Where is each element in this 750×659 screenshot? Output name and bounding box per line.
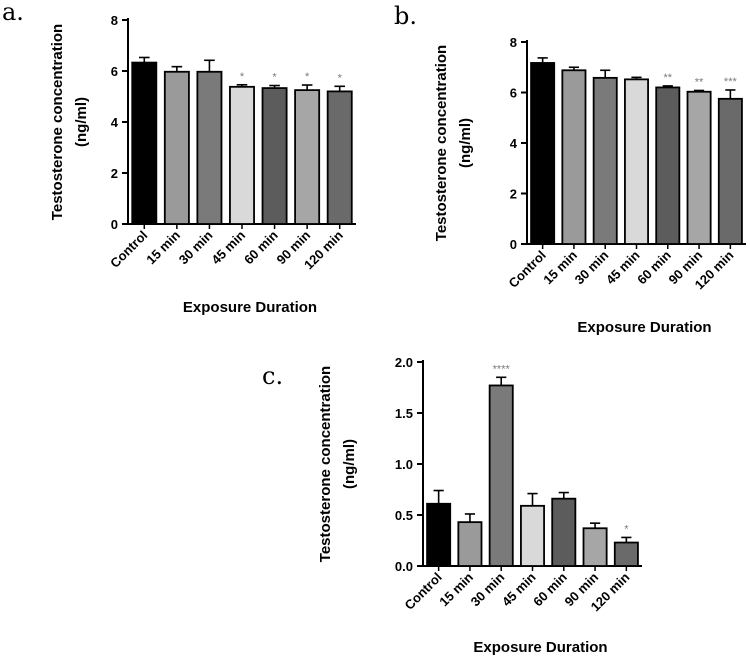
y-axis-label-units: (ng/ml)	[341, 439, 358, 489]
x-tick-label: 30 min	[572, 247, 612, 287]
bar	[530, 62, 556, 245]
bar	[624, 78, 649, 245]
chart-panel-b: b. Testosterone concentration (ng/ml) 0 2 4 6 8…	[394, 2, 746, 336]
bar	[326, 90, 353, 225]
bar	[488, 384, 514, 567]
x-axis-label: Exposure Duration	[577, 319, 711, 336]
bar	[196, 70, 223, 225]
significance-marker: ***	[724, 76, 738, 88]
x-tick-label: 30 min	[176, 227, 216, 267]
x-tick-label: Control	[401, 570, 444, 613]
bar	[520, 504, 545, 567]
significance-marker: **	[695, 76, 704, 88]
x-tick-label: 15 min	[436, 569, 476, 609]
y-axis-label: Testosterone concentration	[433, 45, 450, 241]
bar	[131, 61, 158, 225]
bar	[613, 541, 639, 567]
y-tick-label: 0.5	[395, 508, 413, 523]
y-tick-label: 1.5	[395, 406, 413, 421]
x-tick-label: 60 min	[530, 569, 570, 609]
x-tick-label: 15 min	[143, 227, 183, 267]
x-tick-label: 60 min	[634, 247, 674, 287]
bar	[582, 527, 608, 567]
panel-letter: c.	[262, 362, 283, 390]
bar	[592, 76, 618, 245]
y-tick-label: 8	[510, 35, 517, 50]
x-tick-label: 30 min	[468, 569, 508, 609]
bar	[229, 85, 255, 225]
bar	[163, 70, 190, 225]
bar	[294, 89, 321, 225]
significance-marker: *	[240, 71, 245, 83]
x-axis-label: Exposure Duration	[183, 299, 317, 316]
x-tick-label: Control	[505, 248, 548, 291]
significance-marker: **	[664, 72, 673, 84]
significance-marker: *	[272, 72, 277, 84]
y-tick-label: 2	[510, 187, 517, 202]
y-axis-label: Testosterone concentration	[317, 366, 334, 562]
y-tick-label: 4	[510, 136, 518, 151]
x-tick-label: 45 min	[499, 569, 539, 609]
y-axis-label-units: (ng/ml)	[457, 118, 474, 168]
x-tick-label: Control	[107, 228, 150, 271]
panel-letter: b.	[394, 2, 417, 30]
bar	[426, 502, 452, 567]
bar	[686, 90, 712, 245]
bar	[655, 86, 681, 245]
y-tick-label: 1.0	[395, 457, 413, 472]
x-tick-label: 45 min	[603, 247, 643, 287]
y-tick-label: 6	[111, 64, 118, 79]
y-tick-label: 4	[111, 115, 119, 130]
y-tick-label: 6	[510, 86, 517, 101]
significance-marker: *	[305, 71, 310, 83]
bar	[261, 87, 288, 225]
significance-marker: ****	[493, 363, 511, 375]
y-axis-label-units: (ng/ml)	[73, 97, 90, 147]
y-tick-label: 0	[510, 237, 517, 252]
significance-marker: *	[624, 523, 629, 535]
x-tick-label: 15 min	[540, 247, 580, 287]
panel-letter: a.	[2, 0, 24, 26]
significance-marker: *	[338, 72, 343, 84]
x-tick-label: 60 min	[241, 227, 281, 267]
y-tick-label: 2.0	[395, 355, 413, 370]
x-tick-label: 45 min	[208, 227, 248, 267]
y-tick-label: 0	[111, 217, 118, 232]
bar	[551, 497, 577, 567]
chart-panel-c: c. Testosterone concentration (ng/ml) 0.0 0.…	[262, 355, 642, 656]
bar	[561, 69, 587, 245]
y-axis-label: Testosterone concentration	[49, 24, 66, 220]
y-tick-label: 8	[111, 13, 118, 28]
bar	[717, 97, 743, 245]
chart-panel-a: a. Testosterone concentration (ng/ml) 0 2 4 6 8…	[2, 0, 356, 316]
y-tick-label: 0.0	[395, 559, 413, 574]
x-axis-label: Exposure Duration	[473, 639, 607, 656]
y-tick-label: 2	[111, 166, 118, 181]
bar	[457, 521, 483, 567]
